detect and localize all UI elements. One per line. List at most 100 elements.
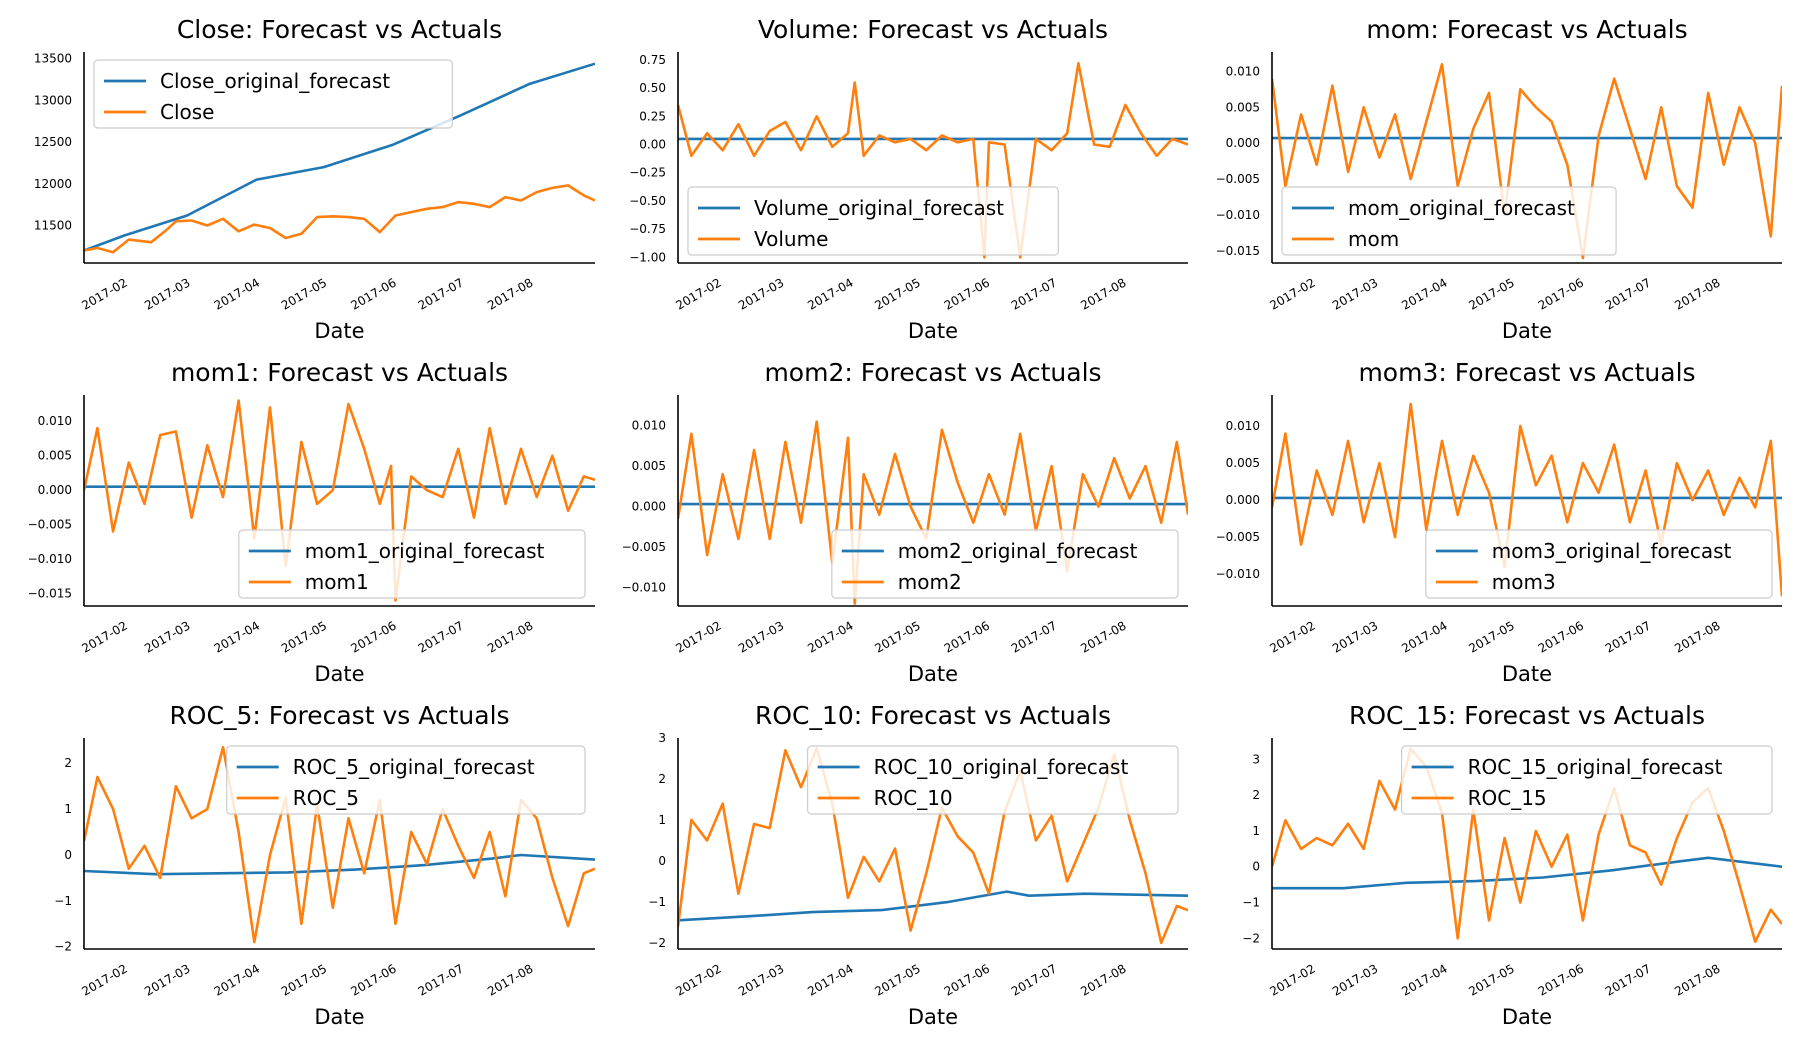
x-tick-label: 2017-03: [1330, 618, 1380, 655]
x-tick-label: 2017-06: [348, 275, 398, 312]
y-tick-label: 0.75: [639, 53, 666, 67]
actual-series-line: [678, 61, 1188, 259]
y-tick-label: −1: [648, 895, 666, 909]
actual-series-line: [84, 745, 595, 944]
y-tick-label: 0.50: [639, 81, 666, 95]
legend-label: mom2: [898, 570, 962, 594]
x-tick-label: 2017-02: [79, 961, 129, 998]
actual-series-line: [1272, 402, 1782, 597]
legend-label: mom2_original_forecast: [898, 539, 1138, 563]
x-tick-label: 2017-03: [736, 618, 786, 655]
legend-label: mom: [1348, 227, 1399, 251]
legend: mom2_original_forecast mom2: [831, 529, 1179, 599]
y-tick-label: 0.25: [639, 109, 666, 123]
x-tick-label: 2017-02: [673, 275, 723, 312]
y-tick-label: 1: [658, 813, 666, 827]
y-tick-label: 0.000: [1226, 136, 1260, 150]
x-axis-label: Date: [1502, 319, 1552, 343]
x-tick-label: 2017-07: [416, 618, 466, 655]
x-axis-label: Date: [1502, 662, 1552, 686]
y-tick-label: 2: [658, 772, 666, 786]
legend-box: [1425, 529, 1773, 599]
x-axis-label: Date: [908, 319, 958, 343]
chart-title: mom: Forecast vs Actuals: [1366, 15, 1687, 44]
legend-label: ROC_15_original_forecast: [1468, 755, 1723, 779]
y-tick-label: 0.005: [1226, 100, 1260, 114]
legend-label: ROC_10_original_forecast: [874, 755, 1129, 779]
y-tick-label: −0.010: [622, 580, 666, 594]
x-axis-label: Date: [908, 662, 958, 686]
legend-label: Close_original_forecast: [160, 69, 390, 93]
x-axis-label: Date: [908, 1005, 958, 1029]
legend-box: [238, 529, 586, 599]
x-tick-label: 2017-07: [1009, 275, 1059, 312]
y-tick-label: −2: [1242, 931, 1260, 945]
y-tick-label: −0.005: [622, 540, 666, 554]
y-tick-label: 1: [64, 802, 72, 816]
x-tick-label: 2017-07: [1009, 961, 1059, 998]
x-tick-label: 2017-05: [872, 961, 922, 998]
x-tick-label: 2017-04: [212, 618, 262, 655]
y-tick-label: 0: [658, 854, 666, 868]
x-tick-label: 2017-06: [1536, 275, 1586, 312]
x-tick-label: 2017-08: [1078, 961, 1128, 998]
x-tick-label: 2017-08: [1672, 618, 1722, 655]
legend-label: mom1: [305, 570, 369, 594]
subplot-7: ROC_5: Forecast vs Actuals −2 −1 0 1 2 2017-02…: [54, 701, 595, 1029]
forecast-series-line: [84, 62, 595, 252]
chart-title: ROC_5: Forecast vs Actuals: [169, 701, 509, 730]
x-tick-label: 2017-04: [212, 961, 262, 998]
x-tick-label: 2017-03: [1330, 275, 1380, 312]
actual-series-line: [84, 399, 595, 602]
legend-box: [687, 186, 1059, 256]
x-tick-label: 2017-05: [279, 961, 329, 998]
x-tick-label: 2017-05: [1466, 618, 1516, 655]
legend: ROC_15_original_forecast ROC_15: [1400, 745, 1773, 815]
y-tick-label: 0.00: [639, 138, 666, 152]
y-tick-label: 0.010: [632, 419, 666, 433]
legend-label: Close: [160, 100, 214, 124]
x-tick-label: 2017-04: [1399, 961, 1449, 998]
x-tick-label: 2017-08: [1078, 275, 1128, 312]
x-tick-label: 2017-08: [485, 961, 535, 998]
y-tick-label: 12000: [34, 177, 72, 191]
x-tick-label: 2017-05: [1466, 275, 1516, 312]
y-tick-label: 0.000: [38, 483, 72, 497]
y-tick-label: −2: [648, 936, 666, 950]
x-tick-label: 2017-03: [142, 618, 192, 655]
y-tick-label: −0.75: [629, 222, 666, 236]
y-tick-label: −2: [54, 940, 72, 954]
subplot-4: mom1: Forecast vs Actuals −0.015 −0.010 −0.…: [28, 358, 595, 686]
subplot-1: Close: Forecast vs Actuals 11500 12000 1250…: [34, 15, 595, 343]
legend: Close_original_forecast Close: [93, 59, 453, 129]
y-tick-label: 11500: [34, 218, 72, 232]
subplot-2: Volume: Forecast vs Actuals −1.00 −0.75 −0.…: [629, 15, 1188, 343]
subplot-6: mom3: Forecast vs Actuals −0.010 −0.005 0.0…: [1216, 358, 1782, 686]
legend-label: ROC_5_original_forecast: [293, 755, 535, 779]
chart-title: Volume: Forecast vs Actuals: [758, 15, 1108, 44]
x-axis-label: Date: [314, 1005, 364, 1029]
actual-series-line: [1272, 62, 1782, 260]
x-tick-label: 2017-03: [736, 961, 786, 998]
forecast-series-line: [678, 890, 1188, 922]
y-tick-label: −0.25: [629, 166, 666, 180]
legend-label: mom1_original_forecast: [305, 539, 545, 563]
x-tick-label: 2017-08: [485, 618, 535, 655]
y-tick-label: 12500: [34, 135, 72, 149]
x-axis-label: Date: [314, 319, 364, 343]
x-tick-label: 2017-06: [942, 961, 992, 998]
y-tick-label: −0.010: [1216, 208, 1260, 222]
legend-label: ROC_15: [1468, 786, 1547, 810]
legend-box: [806, 745, 1179, 815]
y-tick-label: 3: [658, 731, 666, 745]
y-tick-label: 0: [64, 848, 72, 862]
legend-label: mom3: [1492, 570, 1556, 594]
y-tick-label: 2: [1252, 788, 1260, 802]
y-tick-label: 0.005: [38, 449, 72, 463]
y-tick-label: 0.005: [632, 459, 666, 473]
subplot-9: ROC_15: Forecast vs Actuals −2 −1 0 1 2 3 2017-…: [1242, 701, 1782, 1029]
x-tick-label: 2017-07: [1603, 618, 1653, 655]
legend-label: mom_original_forecast: [1348, 196, 1575, 220]
